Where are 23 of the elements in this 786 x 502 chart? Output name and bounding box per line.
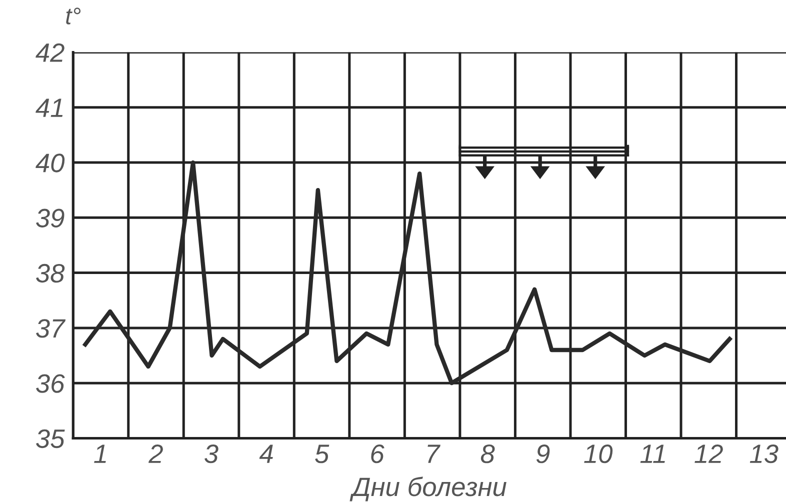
x-tick-label: 3 bbox=[204, 444, 218, 464]
x-tick-label: 4 bbox=[259, 444, 273, 463]
y-tick-label: 41 bbox=[36, 98, 63, 117]
x-tick-label: 7 bbox=[428, 444, 440, 463]
x-axis-title: Дни болезни bbox=[350, 476, 506, 502]
y-tick-label: 38 bbox=[36, 264, 65, 283]
y-tick-label: 39 bbox=[36, 208, 64, 228]
y-axis-title: t° bbox=[66, 8, 81, 24]
x-tick-label: 12 bbox=[694, 444, 723, 463]
x-tick-label: 2 bbox=[148, 444, 163, 463]
y-tick-label: 42 bbox=[36, 43, 64, 62]
x-tick-label: 5 bbox=[315, 444, 330, 464]
x-tick-label: 10 bbox=[584, 444, 613, 464]
x-tick-label: 11 bbox=[640, 444, 665, 463]
x-tick-label: 9 bbox=[536, 444, 550, 464]
x-tick-label: 8 bbox=[480, 444, 495, 464]
y-tick-label: 35 bbox=[36, 429, 65, 448]
y-tick-label: 37 bbox=[36, 319, 66, 338]
x-tick-label: 6 bbox=[371, 444, 384, 464]
y-tick-label: 40 bbox=[36, 154, 65, 172]
x-tick-label: 1 bbox=[94, 444, 106, 463]
y-tick-label: 36 bbox=[36, 374, 65, 393]
x-tick-label: 13 bbox=[750, 444, 778, 464]
